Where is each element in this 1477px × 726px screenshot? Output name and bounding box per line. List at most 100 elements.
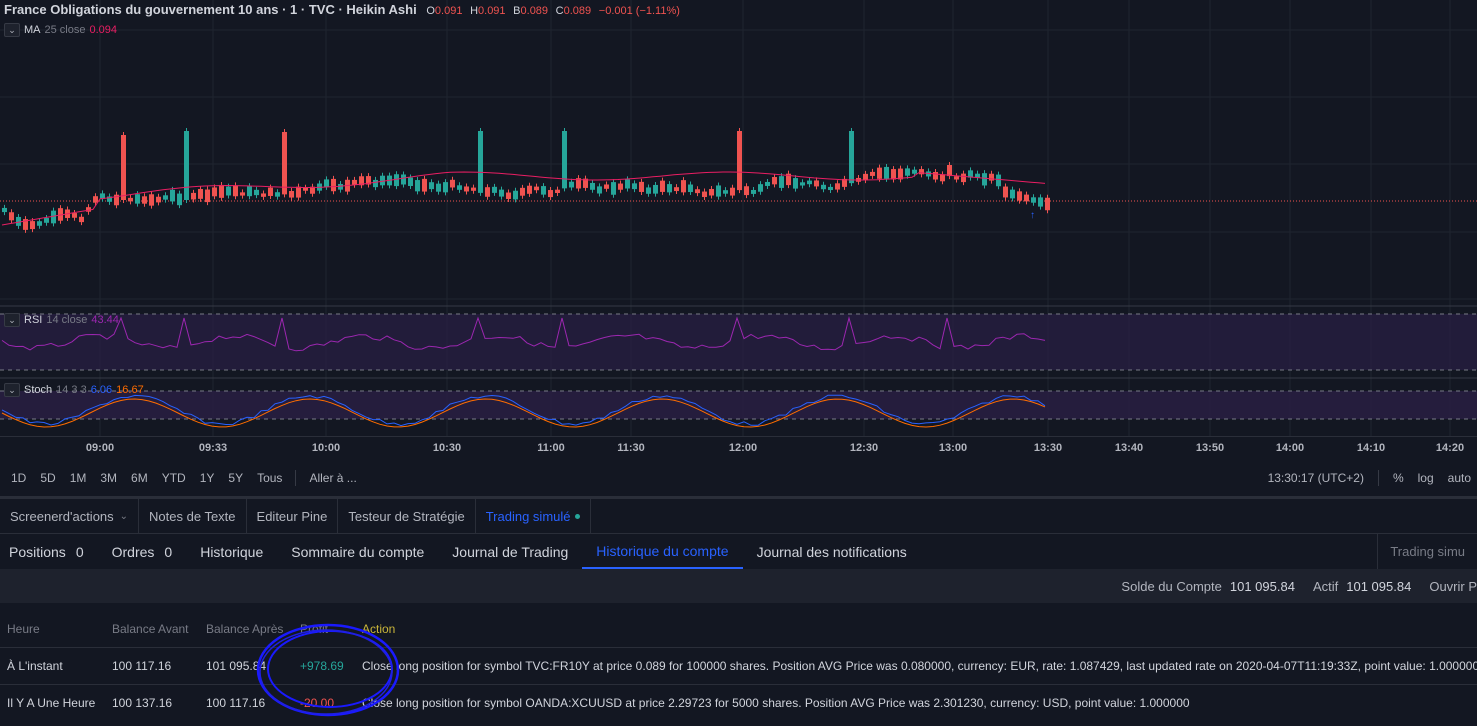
range-1y[interactable]: 1Y <box>199 471 215 485</box>
candle-body <box>79 216 84 223</box>
subtab-notifications-log[interactable]: Journal des notifications <box>743 534 921 569</box>
candle-body <box>30 221 35 230</box>
candle-body <box>1003 186 1008 198</box>
column-header[interactable]: Balance Avant <box>112 622 189 636</box>
column-header[interactable]: Balance Après <box>206 622 284 636</box>
subtab-account-summary[interactable]: Sommaire du compte <box>277 534 438 569</box>
candle-body <box>548 190 553 198</box>
profit-cell: +978.69 <box>300 659 344 673</box>
subtab-positions[interactable]: Positions 0 <box>0 534 98 569</box>
table-row[interactable]: À L'instant 100 117.16 101 095.84 +978.6… <box>0 647 1477 683</box>
candle-body <box>1045 197 1050 211</box>
chart-canvas[interactable]: ↑ <box>0 0 1477 436</box>
subtab-history[interactable]: Historique <box>186 534 277 569</box>
column-header[interactable]: Heure <box>7 622 40 636</box>
low-label: B <box>513 5 521 17</box>
range-toolbar: 1D 5D 1M 3M 6M YTD 1Y 5Y Tous Aller à ... 13:30:… <box>0 462 1477 494</box>
ma-name[interactable]: MA <box>24 24 41 36</box>
candle-body <box>16 216 21 226</box>
candle-body <box>653 184 658 194</box>
candle-body <box>338 183 343 190</box>
tab-label: Testeur de Stratégie <box>348 508 465 524</box>
candle-body <box>947 165 952 177</box>
chart-area[interactable]: ↑ France Obligations du gouvernement 10 … <box>0 0 1477 460</box>
auto-scale-toggle[interactable]: auto <box>1447 471 1471 485</box>
range-5d[interactable]: 5D <box>40 471 56 485</box>
candle-body <box>1017 191 1022 201</box>
candle-body <box>681 180 686 193</box>
candle-body <box>996 174 1001 187</box>
collapse-chevron-icon[interactable]: ⌄ <box>4 23 20 37</box>
subtab-account-history[interactable]: Historique du compte <box>582 534 743 569</box>
tab-text-notes[interactable]: Notes de Texte <box>139 499 247 533</box>
stoch-k-line <box>1 394 1046 427</box>
candle-body <box>86 207 91 212</box>
candle-body <box>478 131 483 193</box>
range-5y[interactable]: 5Y <box>228 471 244 485</box>
candle-body <box>457 185 462 190</box>
rsi-name[interactable]: RSI <box>24 314 43 326</box>
candle-body <box>37 221 42 226</box>
close-value: 0.089 <box>563 5 592 17</box>
time-axis[interactable]: 09:00 09:33 10:00 10:30 11:00 11:30 12:00 12:30… <box>0 436 1477 460</box>
tab-pine-editor[interactable]: Editeur Pine <box>247 499 339 533</box>
symbol-title[interactable]: France Obligations du gouvernement 10 an… <box>4 2 417 17</box>
stoch-name[interactable]: Stoch <box>24 384 53 396</box>
subtab-label: Historique <box>200 543 264 560</box>
stoch-k-value: 6.06 <box>90 384 113 396</box>
tab-paper-trading[interactable]: Trading simulé <box>475 499 591 533</box>
collapse-chevron-icon[interactable]: ⌄ <box>4 313 20 327</box>
candle-body <box>191 192 196 200</box>
clock[interactable]: 13:30:17 (UTC+2) <box>1267 471 1364 485</box>
column-header[interactable]: Profit <box>300 622 329 636</box>
range-3m[interactable]: 3M <box>100 471 118 485</box>
column-header[interactable]: Action <box>362 622 396 636</box>
time-axis-label: 14:20 <box>1435 442 1465 454</box>
table-row[interactable]: Il Y A Une Heure 100 137.16 100 117.16 -… <box>0 684 1477 720</box>
candle-body <box>702 191 707 198</box>
candle-body <box>891 169 896 180</box>
candle-body <box>366 176 371 185</box>
log-scale-toggle[interactable]: log <box>1417 471 1434 485</box>
goto-date-button[interactable]: Aller à ... <box>309 471 357 485</box>
candle-body <box>464 186 469 192</box>
range-6m[interactable]: 6M <box>131 471 148 485</box>
time-axis-label: 13:40 <box>1114 442 1144 454</box>
candle-body <box>639 181 644 192</box>
tab-stock-screener[interactable]: Screenerd'actions ⌄ <box>0 499 140 533</box>
candle-body <box>170 189 175 202</box>
candle-body <box>198 188 203 199</box>
tab-strategy-tester[interactable]: Testeur de Stratégie <box>338 499 476 533</box>
candle-body <box>149 194 154 206</box>
candle-body <box>72 213 77 218</box>
time-cell: À L'instant <box>7 659 63 673</box>
chevron-down-icon[interactable]: ⌄ <box>119 510 129 522</box>
time-axis-label: 14:10 <box>1356 442 1386 454</box>
range-ytd[interactable]: YTD <box>161 471 186 485</box>
range-1m[interactable]: 1M <box>69 471 87 485</box>
subtab-trading-journal[interactable]: Journal de Trading <box>438 534 582 569</box>
candle-body <box>380 175 385 186</box>
candle-body <box>534 186 539 191</box>
candle-body <box>667 184 672 193</box>
subtab-orders[interactable]: Ordres 0 <box>98 534 187 569</box>
broker-menu[interactable]: Trading simu <box>1377 534 1477 569</box>
collapse-chevron-icon[interactable]: ⌄ <box>4 383 20 397</box>
time-cell: Il Y A Une Heure <box>7 696 96 710</box>
candle-body <box>709 188 714 196</box>
ma-value: 0.094 <box>89 24 118 36</box>
candle-body <box>485 187 490 197</box>
candle-body <box>989 173 994 181</box>
percent-scale-toggle[interactable]: % <box>1392 471 1404 485</box>
range-tous[interactable]: Tous <box>257 471 283 485</box>
candle-body <box>1024 194 1029 202</box>
candle-body <box>247 186 252 197</box>
candle-body <box>961 173 966 183</box>
range-1d[interactable]: 1D <box>11 471 27 485</box>
candle-body <box>282 132 287 195</box>
candle-body <box>261 193 266 197</box>
subtab-label: Ordres <box>111 543 155 560</box>
candle-body <box>513 190 518 200</box>
candle-body <box>240 192 245 196</box>
